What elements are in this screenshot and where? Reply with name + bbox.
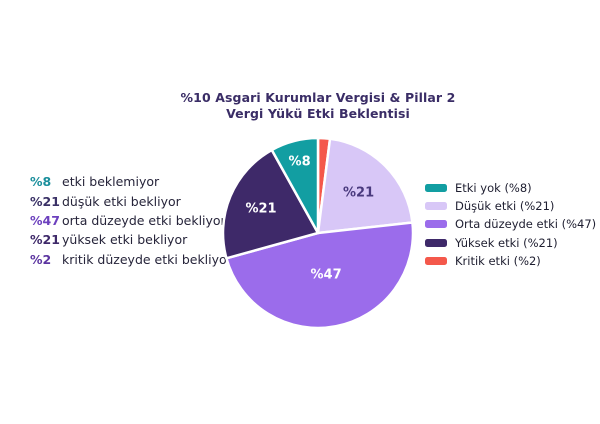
legend-swatch-darkpurple (425, 238, 447, 247)
summary-item-value: %21 (30, 193, 60, 209)
chart-title-line1: %10 Asgari Kurumlar Vergisi & Pillar 2 (180, 90, 456, 105)
pie-slice-label-2: %47 (311, 268, 342, 283)
chart-title: %10 Asgari Kurumlar Vergisi & Pillar 2 V… (133, 90, 503, 122)
summary-item-label: yüksek etki bekliyor (62, 232, 188, 248)
pie-slice-2 (225, 221, 415, 330)
summary-item: %21 düşük etki bekliyor (30, 191, 232, 210)
pie-slice-label-3: %21 (245, 202, 276, 217)
legend-item-label: Düşük etki (%21) (455, 199, 555, 214)
pie-slice-3 (221, 148, 320, 260)
legend-swatch-red (425, 256, 447, 265)
summary-item: %8 etki beklemiyor (30, 172, 232, 191)
legend-item-label: Orta düzeyde etki (%47) (455, 217, 597, 232)
summary-item-label: kritik düzeyde etki bekliyor (62, 251, 232, 267)
legend-item-label: Yüksek etki (%21) (455, 235, 558, 250)
summary-item-value: %47 (30, 212, 60, 228)
summary-item-value: %21 (30, 232, 60, 248)
legend-swatch-purple (425, 220, 447, 229)
legend-item-label: Etki yok (%8) (455, 181, 532, 196)
summary-item: %47 orta düzeyde etki bekliyor (30, 211, 232, 230)
pie-slice-4 (270, 136, 320, 235)
legend-item: Orta düzeyde etki (%47) (425, 215, 596, 233)
summary-item-label: etki beklemiyor (62, 174, 160, 190)
summary-item-value: %8 (30, 174, 52, 190)
summary-item-label: düşük etki bekliyor (62, 193, 181, 209)
legend-item: Düşük etki (%21) (425, 197, 596, 215)
pie-chart: %21 %47 %21 %8 (221, 136, 415, 330)
legend-item-label: Kritik etki (%2) (455, 253, 541, 268)
pie-slice-label-4: %8 (289, 155, 311, 170)
summary-item-label: orta düzeyde etki bekliyor (62, 212, 226, 228)
summary-item: %2 kritik düzeyde etki bekliyor (30, 250, 232, 269)
summary-item: %21 yüksek etki bekliyor (30, 230, 232, 249)
legend-item: Kritik etki (%2) (425, 252, 596, 270)
summary-list: %8 etki beklemiyor %21 düşük etki bekliy… (30, 172, 232, 269)
pie-chart-container: %21 %47 %21 %8 (218, 133, 418, 333)
legend-item: Etki yok (%8) (425, 179, 596, 197)
chart-legend: Etki yok (%8) Düşük etki (%21) Orta düze… (425, 179, 596, 270)
summary-item-value: %2 (30, 251, 52, 267)
legend-swatch-teal (425, 184, 447, 193)
legend-swatch-lavender (425, 202, 447, 211)
legend-item: Yüksek etki (%21) (425, 234, 596, 252)
pie-slice-1 (316, 137, 414, 235)
pie-slice-label-1: %21 (343, 186, 374, 201)
chart-title-line2: Vergi Yükü Etki Beklentisi (226, 106, 410, 121)
